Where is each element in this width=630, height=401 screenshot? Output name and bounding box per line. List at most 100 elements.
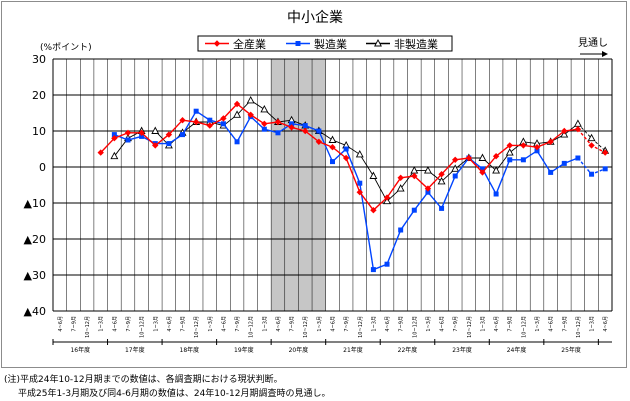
x-tick-label: 10~12月 xyxy=(576,316,582,338)
x-tick-label: 4~6月 xyxy=(440,316,446,332)
data-point xyxy=(601,149,609,156)
data-point xyxy=(410,166,419,174)
data-point xyxy=(465,154,473,162)
data-point xyxy=(547,138,554,145)
data-point xyxy=(411,207,417,213)
data-point xyxy=(374,39,382,47)
legend-label: 非製造業 xyxy=(394,37,438,51)
x-tick-label: 10~12月 xyxy=(467,316,473,338)
data-point xyxy=(439,205,445,211)
data-point xyxy=(329,144,336,151)
x-tick-label: 4~6月 xyxy=(331,316,337,332)
x-tick-label: 1~3月 xyxy=(371,316,377,332)
footnote-2: 平成25年1-3月期及び同4-6月期の数値は、24年10-12月期調査時の見通し… xyxy=(18,389,331,399)
data-point xyxy=(506,142,513,149)
year-label: 16年度 xyxy=(70,346,90,354)
data-point xyxy=(520,157,526,163)
x-tick-label: 4~6月 xyxy=(603,316,609,332)
data-point xyxy=(602,166,608,172)
data-point xyxy=(479,166,485,172)
y-tick-label: ▲20 xyxy=(24,233,46,246)
data-point xyxy=(478,153,487,161)
x-tick-label: 4~6月 xyxy=(112,316,118,332)
data-point xyxy=(437,176,446,185)
x-tick-label: 1~3月 xyxy=(480,316,486,332)
data-point xyxy=(357,180,363,186)
data-point xyxy=(424,185,432,192)
year-label: 20年度 xyxy=(289,346,309,354)
x-tick-label: 7~9月 xyxy=(399,316,405,332)
series-line xyxy=(100,103,578,212)
data-point xyxy=(234,139,240,145)
data-point xyxy=(589,171,595,177)
data-point xyxy=(369,171,378,179)
data-point xyxy=(370,207,377,214)
x-tick-label: 7~9月 xyxy=(453,316,459,332)
x-tick-label: 4~6月 xyxy=(494,316,500,332)
data-point xyxy=(151,126,160,134)
x-tick-label: 1~3月 xyxy=(99,316,105,332)
data-point xyxy=(124,129,132,136)
y-tick-label: 0 xyxy=(39,161,46,174)
data-point xyxy=(246,95,255,104)
data-point xyxy=(233,100,241,108)
data-point xyxy=(492,153,500,160)
data-point xyxy=(179,117,186,124)
data-point xyxy=(180,132,186,138)
year-label: 22年度 xyxy=(398,346,418,354)
x-tick-label: 10~12月 xyxy=(140,316,146,338)
data-point xyxy=(451,164,460,172)
x-tick-label: 1~3月 xyxy=(590,316,596,332)
data-point xyxy=(111,135,118,142)
data-point xyxy=(110,151,119,160)
data-point xyxy=(452,173,458,179)
data-point xyxy=(165,131,173,138)
x-tick-label: 10~12月 xyxy=(521,316,527,338)
data-point xyxy=(152,142,159,149)
x-tick-label: 1~3月 xyxy=(535,316,541,332)
x-tick-label: 7~9月 xyxy=(235,316,241,332)
x-tick-label: 10~12月 xyxy=(358,316,364,338)
data-point xyxy=(384,261,390,267)
y-tick-label: 10 xyxy=(32,125,46,138)
y-tick-label: 20 xyxy=(32,89,46,102)
data-point xyxy=(315,138,323,145)
data-point xyxy=(220,121,226,127)
x-tick-label: 4~6月 xyxy=(58,316,64,332)
x-tick-label: 7~9月 xyxy=(344,316,350,332)
data-point xyxy=(213,40,221,47)
data-point xyxy=(452,156,459,163)
data-point xyxy=(289,121,295,127)
year-label: 19年度 xyxy=(234,346,254,354)
year-label: 23年度 xyxy=(452,346,472,354)
x-tick-label: 1~3月 xyxy=(262,316,268,332)
data-point xyxy=(206,122,213,129)
x-tick-label: 10~12月 xyxy=(85,316,91,338)
data-point xyxy=(505,148,514,156)
data-point xyxy=(438,171,445,178)
x-tick-label: 4~6月 xyxy=(549,316,555,332)
x-tick-label: 7~9月 xyxy=(181,316,187,332)
data-point xyxy=(260,104,269,113)
x-tick-label: 1~3月 xyxy=(153,316,159,332)
x-tick-label: 10~12月 xyxy=(303,316,309,338)
data-point xyxy=(574,126,582,133)
legend-label: 全産業 xyxy=(233,37,266,51)
data-point xyxy=(302,127,309,135)
data-point xyxy=(193,108,199,114)
data-point xyxy=(479,169,486,176)
x-tick-label: 4~6月 xyxy=(221,316,227,332)
x-tick-label: 4~6月 xyxy=(167,316,173,332)
data-point xyxy=(316,128,322,134)
year-label: 17年度 xyxy=(125,346,145,354)
data-point xyxy=(492,166,501,174)
data-point xyxy=(425,189,431,195)
x-tick-label: 7~9月 xyxy=(71,316,77,332)
data-point xyxy=(328,135,337,143)
x-tick-label: 10~12月 xyxy=(194,316,200,338)
year-label: 21年度 xyxy=(343,346,363,354)
data-point xyxy=(356,189,363,196)
data-point xyxy=(396,184,405,192)
data-point xyxy=(233,110,242,118)
